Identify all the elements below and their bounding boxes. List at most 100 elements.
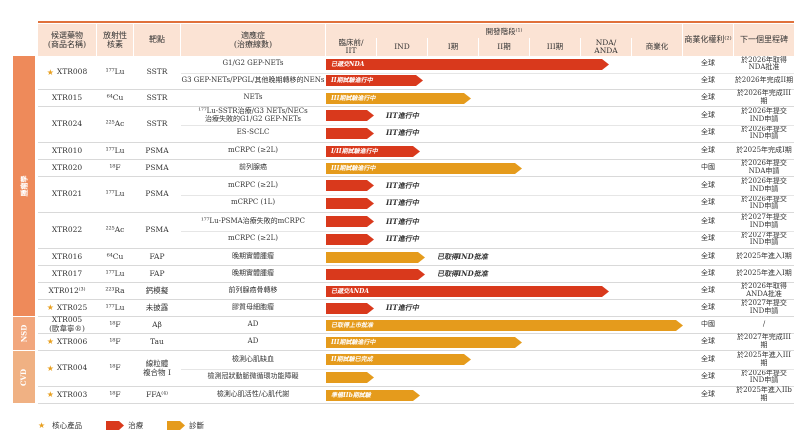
rights-cell: 全球: [701, 337, 715, 346]
progress-arrow-icon: [326, 319, 683, 331]
indication-cell: 檢測冠狀動脈微循環功能障礙: [207, 372, 299, 381]
candidate-label: XTR005 (歐韋寧®): [49, 315, 85, 333]
target-cell: PSMA: [145, 145, 169, 155]
milestone-cell: 於2026年取得NDA批准: [741, 55, 787, 72]
top-rule: [38, 21, 794, 23]
indication-cell: G1/G2 GEP-NETs: [222, 59, 284, 68]
candidate-name: XTR020: [38, 160, 96, 176]
progress-arrow-icon: [326, 180, 374, 192]
status-text: 已取得IND批准: [437, 269, 488, 278]
candidate-label: XTR025: [56, 302, 88, 312]
rights-cell: 全球: [701, 372, 715, 381]
candidate-label: XTR020: [51, 162, 83, 172]
candidate-name: XTR016: [38, 249, 96, 265]
indication-cell: 前列腺癌: [239, 163, 267, 172]
therapy-progress-bar: 已遞交NDA: [326, 58, 609, 70]
progress-arrow-icon: [326, 127, 374, 139]
progress-arrow-icon: [326, 233, 374, 245]
rights-cell: 全球: [701, 216, 715, 225]
milestone-cell: 於2026年完成III期: [736, 89, 792, 105]
therapy-swatch-icon: [106, 420, 125, 430]
target-cell: FFA⁽⁴⁾: [146, 389, 168, 399]
milestone-cell: 於2026年提交IND申請: [741, 124, 787, 141]
core-product-star-icon: ★: [46, 67, 54, 77]
header-milestone: 下一個里程碑: [734, 24, 794, 56]
table-row: XTR024 ²²⁵Ac SSTR ¹⁷⁷Lu-SSTR治療/G3 NETs/NECs…: [38, 107, 794, 143]
target-cell: 鈣模擬: [145, 285, 169, 295]
status-text: IIT進行中: [386, 128, 419, 138]
candidate-name: XTR015: [38, 90, 96, 106]
sub-row-divider: [181, 194, 794, 196]
status-text: 已取得IND批准: [437, 252, 488, 261]
status-text: IIT進行中: [386, 216, 419, 226]
isotope-cell: ¹⁸F: [109, 319, 121, 329]
target-cell: SSTR: [146, 119, 168, 129]
target-cell: SSTR: [146, 67, 168, 77]
bar-status-label: III期試驗進行中: [331, 338, 376, 346]
therapy-progress-bar: [326, 302, 374, 314]
isotope-cell: ¹⁷⁷Lu: [105, 145, 125, 155]
indication-cell: mCRPC (≥2L): [228, 234, 278, 243]
diagnosis-progress-bar: III期試驗進行中: [326, 336, 522, 348]
indication-cell: 晚期實體腫瘤: [232, 252, 274, 261]
indication-cell: ¹⁷⁷Lu-PSMA治療失敗的mCRPC: [201, 216, 305, 225]
isotope-cell: ¹⁸F: [109, 363, 121, 373]
isotope-cell: ⁶⁴Cu: [106, 251, 124, 261]
rights-cell: 全球: [701, 110, 715, 119]
candidate-name: XTR021: [38, 177, 96, 212]
legend-therapy: 治療: [106, 420, 143, 431]
rights-cell: 中國: [701, 163, 715, 172]
candidate-name: XTR024: [38, 107, 96, 142]
target-cell: 線粒體 複合物 I: [143, 358, 171, 377]
header-stage-group: 開發階段⁽¹⁾: [326, 24, 682, 38]
progress-arrow-icon: [326, 197, 374, 209]
milestone-cell: 於2025年進入I期: [736, 252, 792, 261]
bar-status-label: 已遞交ANDA: [331, 287, 369, 295]
progress-arrow-icon: [326, 58, 609, 70]
bar-status-label: 準備IIb期試驗: [331, 391, 371, 399]
candidate-label: XTR016: [51, 251, 83, 261]
progress-arrow-icon: [326, 162, 522, 174]
rights-cell: 全球: [701, 234, 715, 243]
milestone-cell: 於2025年進入I期: [736, 269, 792, 278]
rights-cell: 全球: [701, 180, 715, 189]
rights-cell: 全球: [701, 354, 715, 363]
progress-arrow-icon: [326, 285, 609, 297]
isotope-cell: ⁶⁴Cu: [106, 92, 124, 102]
isotope-cell: ²²³Ra: [105, 285, 125, 295]
candidate-label: XTR024: [51, 119, 83, 129]
milestone-cell: 於2026年提交IND申請: [741, 194, 787, 211]
table-row: ★ XTR008 ¹⁷⁷Lu SSTR G1/G2 GEP-NETs 全球 於2026年取得…: [38, 56, 794, 90]
candidate-label: XTR015: [51, 92, 83, 102]
progress-arrow-icon: [326, 92, 471, 104]
header-indication: 適應症 (治療線數): [181, 24, 325, 56]
candidate-name: ★ XTR006: [38, 334, 96, 350]
candidate-name: ★ XTR025: [38, 300, 96, 316]
indication-cell: ES-SCLC: [236, 128, 270, 137]
indication-cell: AD: [247, 320, 259, 329]
stage-header-0: 臨床前/ IIT: [326, 38, 376, 56]
progress-arrow-icon: [326, 75, 423, 87]
bar-status-label: 已取得上市批准: [331, 321, 374, 329]
candidate-label: XTR003: [56, 389, 88, 399]
candidate-label: XTR006: [56, 336, 88, 346]
progress-arrow-icon: [326, 251, 425, 263]
isotope-cell: ¹⁷⁷Lu: [105, 189, 125, 199]
target-cell: Aβ: [152, 319, 162, 329]
isotope-cell: ²²⁵Ac: [105, 119, 125, 129]
table-row: XTR012⁽³⁾ ²²³Ra 鈣模擬 前列腺癌骨轉移 全球 於2026年取得ANDA批准…: [38, 282, 794, 300]
bar-status-label: 已遞交NDA: [331, 60, 365, 68]
isotope-cell: ¹⁷⁷Lu: [105, 67, 125, 77]
progress-arrow-icon: [326, 336, 522, 348]
candidate-label: XTR017: [51, 268, 83, 278]
indication-cell: G3 GEP-NETs/PPGL/其他晚期轉移的NENs: [181, 75, 325, 84]
indication-cell: AD: [247, 337, 259, 346]
candidate-name: XTR012⁽³⁾: [38, 283, 96, 299]
rights-cell: 全球: [701, 269, 715, 278]
diagnosis-progress-bar: [326, 371, 374, 383]
target-cell: PSMA: [145, 162, 169, 172]
legend-core: ★ 核心產品: [38, 420, 82, 431]
sub-row-divider: [181, 368, 794, 370]
table-row: XTR020 ¹⁸F PSMA 前列腺癌 中國 於2026年提交NDA申請 III期試驗進行…: [38, 159, 794, 177]
legend-core-label: 核心產品: [52, 420, 83, 430]
